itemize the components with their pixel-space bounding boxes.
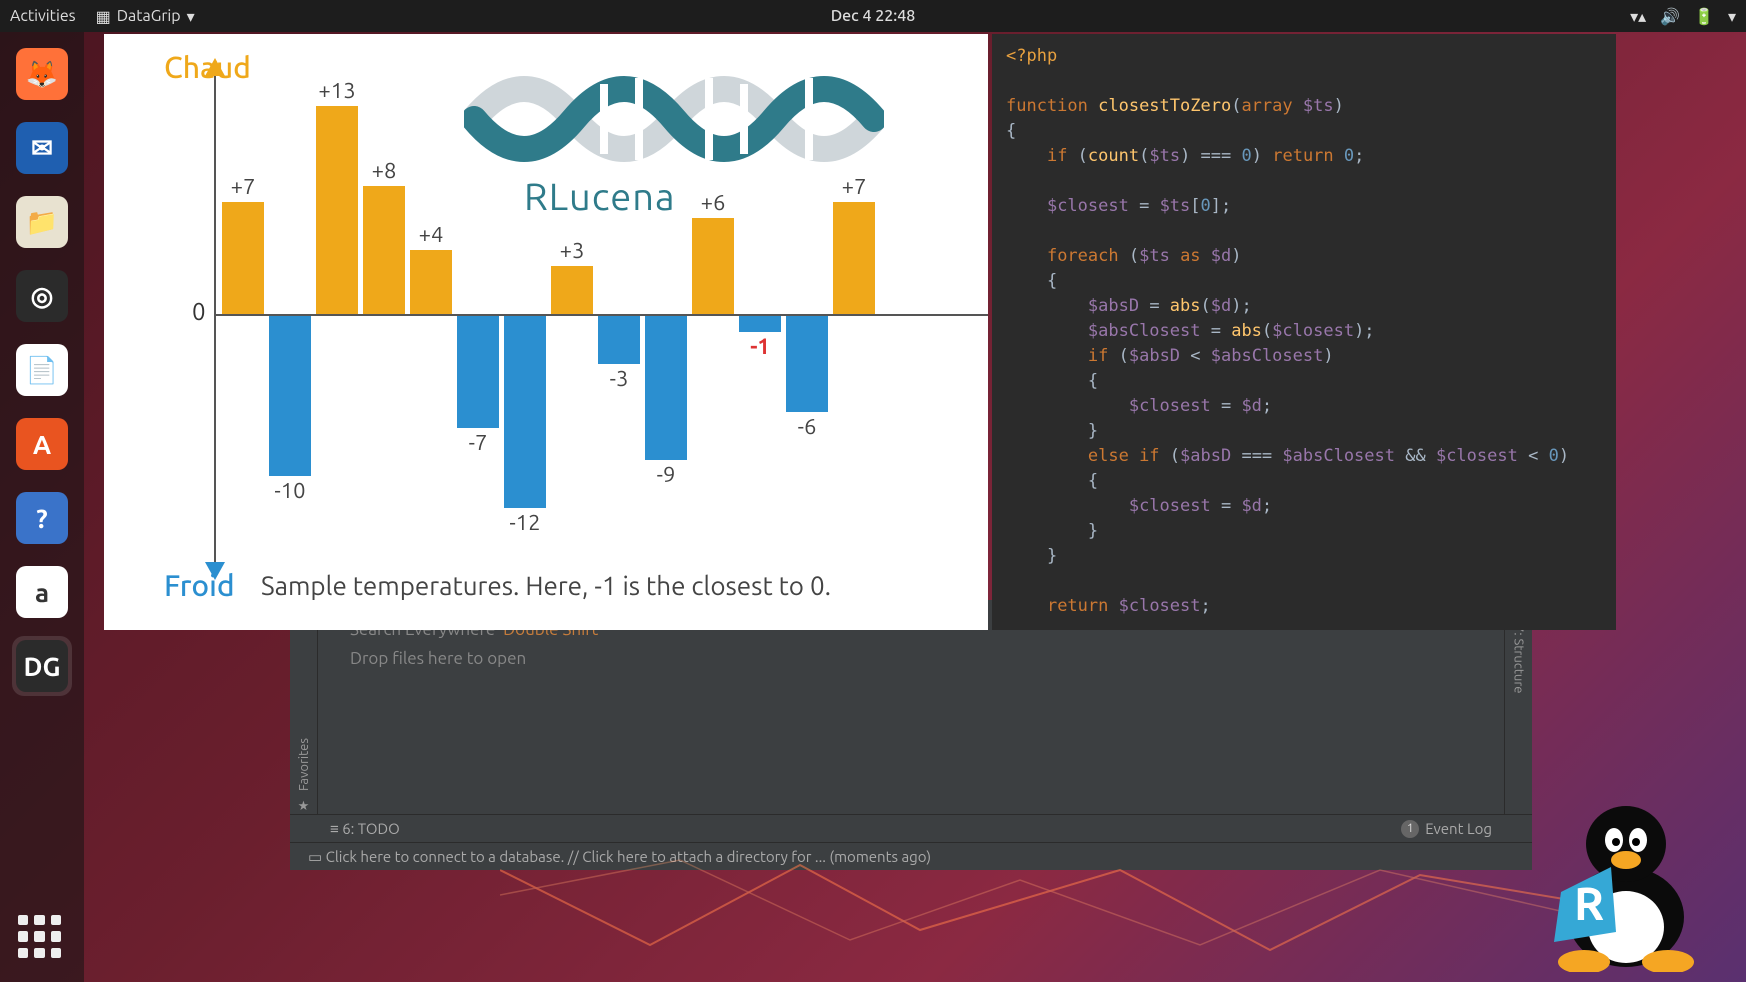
star-icon: ★ bbox=[298, 799, 310, 814]
drop-files-hint: Drop files here to open bbox=[350, 649, 1072, 668]
temperature-bar bbox=[833, 202, 875, 314]
dock-icon-firefox[interactable]: 🦊 bbox=[12, 44, 72, 104]
temperature-bar bbox=[363, 186, 405, 314]
dock-icon-libreoffice[interactable]: 📄 bbox=[12, 340, 72, 400]
y-axis bbox=[214, 70, 216, 568]
dock-icon-datagrip[interactable]: DG bbox=[12, 636, 72, 696]
temperature-bar bbox=[786, 316, 828, 412]
dock-icon-help[interactable]: ? bbox=[12, 488, 72, 548]
clock[interactable]: Dec 4 22:48 bbox=[831, 7, 916, 25]
temperature-bar bbox=[316, 106, 358, 314]
files-icon: 📁 bbox=[16, 196, 68, 248]
temperature-bar bbox=[692, 218, 734, 314]
code-panel: <?php function closestToZero(array $ts) … bbox=[992, 34, 1616, 630]
svg-text:R: R bbox=[1574, 877, 1604, 929]
temperature-bar-label: +7 bbox=[824, 174, 884, 199]
status-message-icon: ▭ bbox=[308, 848, 322, 866]
temperature-bar-label: -9 bbox=[636, 462, 696, 487]
temperature-bar-label: -10 bbox=[260, 478, 320, 503]
zero-label: 0 bbox=[192, 298, 206, 325]
temperature-bar-label: +4 bbox=[401, 222, 461, 247]
datagrip-menu-icon: ▦ bbox=[96, 7, 111, 26]
thunderbird-icon: ✉ bbox=[16, 122, 68, 174]
temperature-bar-label: +6 bbox=[683, 190, 743, 215]
volume-icon[interactable]: 🔊 bbox=[1660, 7, 1680, 26]
temperature-bar bbox=[222, 202, 264, 314]
amazon-icon: a bbox=[16, 566, 68, 618]
y-axis-arrow-up bbox=[205, 58, 225, 76]
dock: 🦊 ✉ 📁 ◎ 📄 A? a DG bbox=[0, 32, 84, 982]
temperature-bar-label: -7 bbox=[448, 430, 508, 455]
temperature-bar-label: -3 bbox=[589, 366, 649, 391]
temperature-bar bbox=[269, 316, 311, 476]
chevron-down-icon: ▾ bbox=[187, 7, 195, 26]
activities-button[interactable]: Activities bbox=[10, 7, 96, 25]
libreoffice-icon: 📄 bbox=[16, 344, 68, 396]
structure-label: 7: Structure bbox=[1512, 625, 1526, 693]
show-applications-button[interactable] bbox=[12, 909, 67, 964]
temperature-bar-label: +7 bbox=[213, 174, 273, 199]
temperature-bar bbox=[410, 250, 452, 314]
temperature-bar bbox=[551, 266, 593, 314]
todo-toolwindow-tab[interactable]: ≡ 6: TODO bbox=[330, 820, 400, 838]
rhythmbox-icon: ◎ bbox=[16, 270, 68, 322]
help-icon: ? bbox=[16, 492, 68, 544]
app-menu[interactable]: ▦ DataGrip ▾ bbox=[96, 7, 195, 26]
tux-mascot: R bbox=[1506, 772, 1726, 972]
logo-text: RLucena bbox=[524, 176, 676, 218]
temperature-bar-label: -6 bbox=[777, 414, 837, 439]
temperature-bar bbox=[504, 316, 546, 508]
top-bar: Activities ▦ DataGrip ▾ Dec 4 22:48 ▾▴ 🔊… bbox=[0, 0, 1746, 32]
temperature-bar-label: -1 bbox=[730, 334, 790, 359]
temperature-chart-panel: RLucena Chaud Froid 0 +7-10+13+8+4-7-12+… bbox=[104, 34, 988, 630]
temperature-bar bbox=[645, 316, 687, 460]
event-log-toolwindow-tab[interactable]: 1 Event Log bbox=[1401, 820, 1492, 838]
favorites-toolwindow-tab[interactable]: Favorites ★ bbox=[290, 600, 318, 814]
rlucena-logo bbox=[464, 54, 884, 184]
software-icon: A bbox=[16, 418, 68, 470]
dock-icon-software[interactable]: A bbox=[12, 414, 72, 474]
temperature-bar-label: +13 bbox=[307, 78, 367, 103]
battery-icon[interactable]: 🔋 bbox=[1694, 7, 1714, 26]
temperature-bar-label: -12 bbox=[495, 510, 555, 535]
firefox-icon: 🦊 bbox=[16, 48, 68, 100]
chevron-down-icon[interactable]: ▾ bbox=[1728, 7, 1736, 26]
datagrip-window: Favorites ★ ⧉ 7: Structure Search Everyw… bbox=[290, 600, 1532, 870]
dock-icon-thunderbird[interactable]: ✉ bbox=[12, 118, 72, 178]
event-log-badge: 1 bbox=[1401, 820, 1419, 838]
temperature-bar bbox=[739, 316, 781, 332]
datagrip-icon: DG bbox=[16, 640, 68, 692]
temperature-bar-label: +3 bbox=[542, 238, 602, 263]
wifi-icon[interactable]: ▾▴ bbox=[1630, 7, 1646, 26]
temperature-bar-label: +8 bbox=[354, 158, 414, 183]
app-menu-label: DataGrip bbox=[117, 7, 181, 25]
chart-caption: Sample temperatures. Here, -1 is the clo… bbox=[104, 571, 988, 600]
wallpaper-wave bbox=[500, 850, 1600, 970]
temperature-bar bbox=[598, 316, 640, 364]
dock-icon-rhythmbox[interactable]: ◎ bbox=[12, 266, 72, 326]
dock-icon-amazon[interactable]: a bbox=[12, 562, 72, 622]
bottom-toolwindow-bar: ≡ 6: TODO 1 Event Log bbox=[290, 814, 1532, 842]
temperature-bar bbox=[457, 316, 499, 428]
favorites-label: Favorites bbox=[297, 738, 311, 791]
dock-icon-files[interactable]: 📁 bbox=[12, 192, 72, 252]
